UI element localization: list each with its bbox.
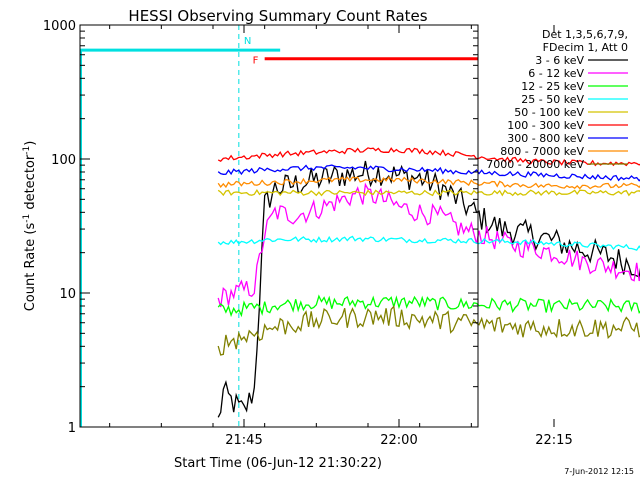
series-line-5 [217, 147, 640, 167]
y-axis-label-main: Count Rate (s [23, 223, 38, 312]
x-tick-label-1: 22:00 [380, 433, 417, 448]
y-axis-label-sup-1: -1 [22, 214, 32, 223]
footer-timestamp: 7-Jun-2012 12:15 [564, 467, 634, 476]
series-line-6 [217, 164, 640, 182]
x-tick-label-2: 22:15 [535, 433, 572, 448]
x-axis-label: Start Time (06-Jun-12 21:30:22) [174, 456, 382, 471]
legend-entry-label-8: 7000 - 20000 keV [486, 158, 584, 171]
night-flag-label: N [244, 36, 251, 47]
legend-entry-label-1: 6 - 12 keV [528, 67, 584, 80]
y-tick-label-1: 10 [59, 287, 76, 302]
series-line-2 [217, 294, 640, 318]
y-axis-label-mid: detector [23, 154, 38, 214]
legend-entry-label-0: 3 - 6 keV [535, 54, 584, 67]
series-layer [217, 147, 640, 418]
series-line-8 [217, 305, 640, 356]
legend-entry-label-7: 800 - 7000 keV [500, 145, 584, 158]
legend: Det 1,3,5,6,7,9, FDecim 1, Att 0 3 - 6 k… [486, 28, 628, 171]
chart-title: HESSI Observing Summary Count Rates [128, 7, 427, 25]
y-axis-label-end: ) [23, 141, 38, 146]
plot-content: NSF [80, 25, 640, 427]
series-line-7 [217, 176, 640, 190]
y-tick-label-3: 1000 [43, 19, 76, 34]
flare-flag-label: F [253, 56, 259, 67]
legend-entry-label-6: 300 - 800 keV [507, 132, 584, 145]
legend-entry-label-3: 25 - 50 keV [521, 93, 584, 106]
plot-frame [79, 24, 479, 428]
y-axis-label: Count Rate (s-1 detector-1) [22, 141, 38, 312]
series-line-3 [217, 235, 640, 251]
legend-header-decimation: FDecim 1, Att 0 [543, 41, 628, 54]
legend-header-detectors: Det 1,3,5,6,7,9, [542, 28, 628, 41]
x-tick-label-0: 21:45 [225, 433, 262, 448]
y-tick-label-0: 1 [68, 421, 76, 436]
flags-layer: NSF [80, 25, 478, 427]
y-axis-label-sup-2: -1 [22, 146, 32, 155]
series-line-0 [217, 160, 640, 418]
legend-entry-label-2: 12 - 25 keV [521, 80, 584, 93]
y-tick-label-2: 100 [51, 153, 76, 168]
series-line-1 [217, 182, 640, 308]
series-line-4 [217, 188, 640, 197]
legend-entry-label-5: 100 - 300 keV [507, 119, 584, 132]
legend-entry-label-4: 50 - 100 keV [514, 106, 584, 119]
